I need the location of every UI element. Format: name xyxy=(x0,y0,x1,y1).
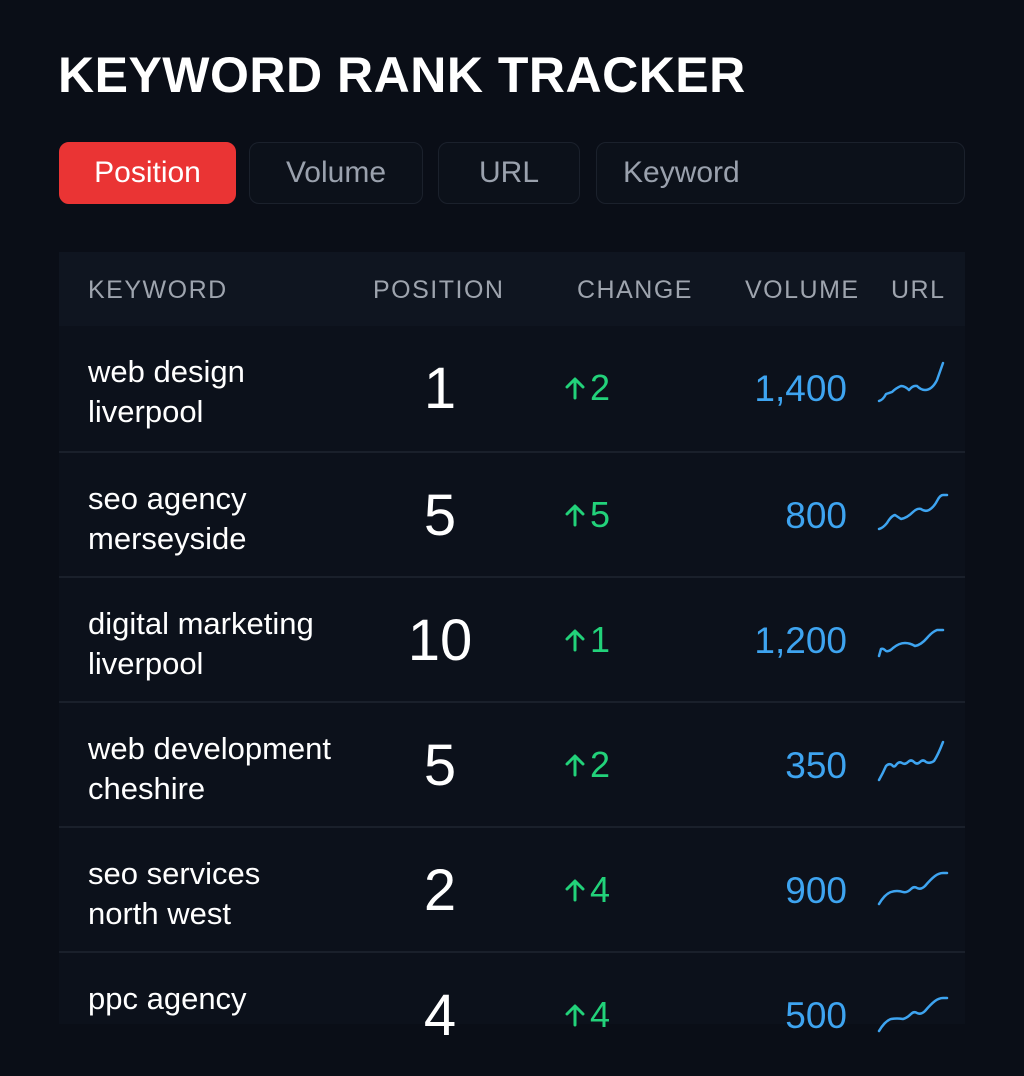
keyword-text: cheshire xyxy=(88,771,206,806)
position-cell: 10 xyxy=(407,608,473,673)
position-cell: 1 xyxy=(423,356,457,421)
column-header-position[interactable]: POSITION xyxy=(373,276,505,304)
volume-cell: 900 xyxy=(785,870,847,911)
keyword-text: web design xyxy=(88,354,245,389)
page-title: KEYWORD RANK TRACKER xyxy=(58,47,746,103)
keyword-table: KEYWORD POSITION CHANGE VOLUME URL web d… xyxy=(59,252,965,1048)
sparkline-icon[interactable] xyxy=(877,612,953,662)
volume-cell: 800 xyxy=(785,495,847,536)
arrow-up-icon xyxy=(565,377,585,400)
change-value: 2 xyxy=(590,744,611,785)
arrow-up-icon xyxy=(565,879,585,902)
keyword-cell: seo agency merseyside xyxy=(88,479,388,559)
keyword-text: north west xyxy=(88,896,232,931)
table-row[interactable]: web design liverpool 1 2 1,400 xyxy=(59,326,965,451)
volume-cell: 1,200 xyxy=(754,620,847,661)
change-cell: 1 xyxy=(564,618,610,662)
column-header-volume[interactable]: VOLUME xyxy=(745,276,860,304)
keyword-search-input[interactable] xyxy=(623,156,923,190)
change-value: 1 xyxy=(590,619,611,660)
change-cell: 2 xyxy=(564,366,610,410)
change-value: 4 xyxy=(590,994,611,1035)
keyword-text: seo agency xyxy=(88,481,247,516)
position-filter-button[interactable]: Position xyxy=(59,142,236,204)
keyword-text: ppc agency xyxy=(88,981,247,1016)
arrow-up-icon xyxy=(565,504,585,527)
sparkline-icon[interactable] xyxy=(877,862,953,912)
position-cell: 5 xyxy=(423,733,457,798)
column-header-change[interactable]: CHANGE xyxy=(577,276,693,304)
sparkline-icon[interactable] xyxy=(877,360,953,410)
sparkline-icon[interactable] xyxy=(877,987,953,1037)
arrow-up-icon xyxy=(565,754,585,777)
sparkline-icon[interactable] xyxy=(877,487,953,537)
position-cell: 5 xyxy=(423,483,457,548)
change-cell: 2 xyxy=(564,743,610,787)
change-cell: 4 xyxy=(564,868,610,912)
url-filter-button[interactable]: URL xyxy=(438,142,580,204)
keyword-text: liverpool xyxy=(88,646,204,681)
table-row[interactable]: digital marketing liverpool 10 1 1,200 xyxy=(59,576,965,701)
column-header-keyword[interactable]: KEYWORD xyxy=(88,276,228,304)
keyword-cell: web development cheshire xyxy=(88,729,388,809)
change-cell: 4 xyxy=(564,993,610,1037)
keyword-text: merseyside xyxy=(88,521,247,556)
volume-filter-button[interactable]: Volume xyxy=(249,142,423,204)
position-cell: 4 xyxy=(423,983,457,1048)
keyword-cell: web design liverpool xyxy=(88,352,388,432)
keyword-cell: ppc agency xyxy=(88,979,388,1019)
keyword-text: web development xyxy=(88,731,331,766)
keyword-search-field[interactable] xyxy=(596,142,965,204)
arrow-up-icon xyxy=(565,629,585,652)
volume-cell: 1,400 xyxy=(754,368,847,409)
keyword-text: liverpool xyxy=(88,394,204,429)
column-header-url[interactable]: URL xyxy=(891,276,946,304)
table-row[interactable]: web development cheshire 5 2 350 xyxy=(59,701,965,826)
table-row[interactable]: seo services north west 2 4 900 xyxy=(59,826,965,951)
change-cell: 5 xyxy=(564,493,610,537)
volume-cell: 500 xyxy=(785,995,847,1036)
table-row[interactable]: seo agency merseyside 5 5 800 xyxy=(59,451,965,576)
volume-cell: 350 xyxy=(785,745,847,786)
sparkline-icon[interactable] xyxy=(877,737,953,787)
table-row[interactable]: ppc agency 4 4 500 xyxy=(59,951,965,1076)
keyword-cell: digital marketing liverpool xyxy=(88,604,388,684)
change-value: 2 xyxy=(590,367,611,408)
change-value: 5 xyxy=(590,494,611,535)
keyword-text: seo services xyxy=(88,856,261,891)
position-cell: 2 xyxy=(423,858,457,923)
table-header: KEYWORD POSITION CHANGE VOLUME URL xyxy=(59,252,965,326)
change-value: 4 xyxy=(590,869,611,910)
keyword-text: digital marketing xyxy=(88,606,314,641)
arrow-up-icon xyxy=(565,1004,585,1027)
keyword-cell: seo services north west xyxy=(88,854,388,934)
